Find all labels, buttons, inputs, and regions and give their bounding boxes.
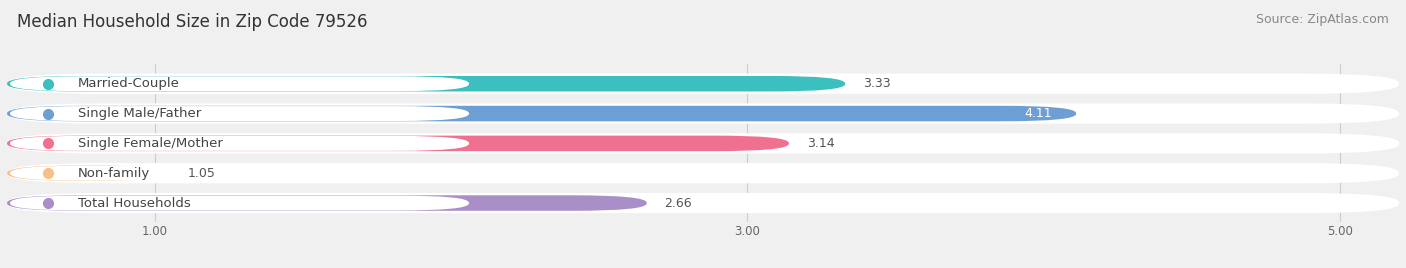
FancyBboxPatch shape — [10, 76, 470, 91]
FancyBboxPatch shape — [7, 74, 1399, 94]
Text: 3.14: 3.14 — [807, 137, 834, 150]
FancyBboxPatch shape — [7, 165, 170, 181]
FancyBboxPatch shape — [7, 163, 1399, 183]
FancyBboxPatch shape — [7, 76, 845, 91]
FancyBboxPatch shape — [7, 103, 1399, 124]
Text: Source: ZipAtlas.com: Source: ZipAtlas.com — [1256, 13, 1389, 27]
FancyBboxPatch shape — [10, 136, 470, 151]
Text: Married-Couple: Married-Couple — [79, 77, 180, 90]
FancyBboxPatch shape — [10, 166, 470, 181]
FancyBboxPatch shape — [7, 193, 1399, 213]
FancyBboxPatch shape — [10, 196, 470, 210]
Text: Total Households: Total Households — [79, 196, 191, 210]
FancyBboxPatch shape — [10, 106, 470, 121]
FancyBboxPatch shape — [7, 195, 647, 211]
Text: Single Male/Father: Single Male/Father — [79, 107, 201, 120]
Text: 4.11: 4.11 — [1025, 107, 1053, 120]
Text: Median Household Size in Zip Code 79526: Median Household Size in Zip Code 79526 — [17, 13, 367, 31]
FancyBboxPatch shape — [7, 136, 789, 151]
Text: Single Female/Mother: Single Female/Mother — [79, 137, 224, 150]
Text: 3.33: 3.33 — [863, 77, 890, 90]
FancyBboxPatch shape — [7, 133, 1399, 154]
FancyBboxPatch shape — [7, 106, 1076, 121]
Text: Non-family: Non-family — [79, 167, 150, 180]
Text: 1.05: 1.05 — [187, 167, 215, 180]
Text: 2.66: 2.66 — [665, 196, 692, 210]
